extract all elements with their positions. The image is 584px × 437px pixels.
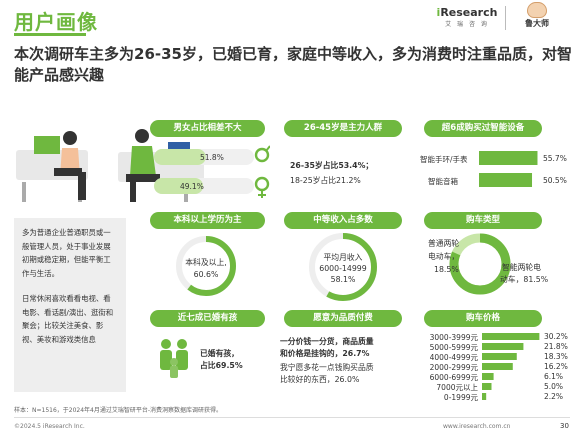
price-bar [482,353,517,360]
hybrid-pct: 18.5% [434,265,459,274]
car-type-smart-arc [449,233,511,295]
website-link[interactable]: www.iresearch.com.cn [443,423,511,430]
mascot-icon [527,2,547,18]
price-bar [482,343,524,350]
price-label: 3000-3999元 [429,333,478,342]
price-pct: 30.2% [544,332,568,341]
footer-divider [14,417,570,418]
occupation-text-box: 多为普通企业普通职员或一般管理人员，处于事业发展初期或稳定期，但能平衡工作与生活… [14,218,126,392]
brand-i: i [436,6,441,19]
price-pct: 2.2% [544,392,564,401]
price-bar [482,363,513,370]
car-type-ring [449,233,511,295]
smart-item-pct: 55.7% [543,154,567,163]
income-line2: 6000-14999 [319,264,367,273]
smart-car-label2: 动车，81.5% [500,275,549,284]
price-label: 4000-4999元 [429,353,478,362]
price-label: 0-1999元 [443,393,478,402]
age-line2: 18-25岁占比21.2% [290,176,361,185]
iresearch-logo: iResearch 艾 瑞 咨 询 [432,6,502,28]
quality-line3: 我宁愿多花一点钱购买品质 [280,363,374,372]
gender-bars [154,145,270,198]
title-underline [14,33,86,36]
leisure-paragraph: 日常休闲喜欢看看电视、看电影、看话剧/演出、逛街和聚会；比较关注美食、影视、美妆… [22,294,114,344]
car-price-heading: 购车价格 [424,310,542,327]
female-pct: 49.1% [180,182,204,191]
smart-car-label1: 智能两轮电 [502,263,541,272]
income-heading: 中等收入占多数 [284,212,402,229]
gender-heading: 男女占比相差不大 [150,120,265,137]
education-label: 本科及以上, [185,258,227,267]
car-type-heading: 购车类型 [424,212,542,229]
married-heading: 近七成已婚有孩 [150,310,265,327]
education-arc [176,236,236,296]
partner-logo-text: 鲁大师 [525,19,549,28]
smart-bar-speaker [479,173,533,187]
logo-separator [505,6,506,30]
female-symbol-icon [254,176,270,192]
sample-footnote: 样本：N=1516，于2024年4月通过艾瑞智研平台-消费洞察数据库调研获得。 [14,407,223,414]
price-label: 7000元以上 [436,383,478,392]
male-bar [154,149,206,165]
price-pct: 5.0% [544,382,564,391]
headline: 本次调研车主多为26-35岁，已婚已育，家庭中等收入，多为消费时注重品质，对智能… [14,45,572,84]
income-ring [309,233,377,301]
smart-item-label: 智能音箱 [428,177,458,186]
income-arc [309,233,377,301]
quality-line1: 一分价钱一分货，商品质量 [280,337,374,346]
male-symbol-icon [254,147,270,163]
education-heading: 本科以上学历为主 [150,212,265,229]
hybrid-label2: 电动车， [428,252,460,261]
brand-name: Research [440,6,498,19]
price-label: 2000-2999元 [429,363,478,372]
quality-line4: 比较好的东西，26.0% [280,375,360,384]
price-pct: 6.1% [544,372,564,381]
smart-bar-band [479,151,538,165]
smart-item-label: 智能手环/手表 [420,155,468,164]
brand-sub: 艾 瑞 咨 询 [445,21,489,28]
occupation-paragraph: 多为普通企业普通职员或一般管理人员，处于事业发展初期或稳定期，但能平衡工作与生活… [22,228,111,278]
age-heading: 26-45岁是主力人群 [284,120,402,137]
price-pct: 18.3% [544,352,568,361]
age-line1: 26-35岁占比53.4%； [290,161,374,170]
price-label: 5000-5999元 [429,343,478,352]
smart-item-pct: 50.5% [543,176,567,185]
male-pct: 51.8% [200,153,224,162]
price-bar [482,383,492,390]
smart-heading: 超6成购买过智能设备 [424,120,542,137]
price-bar [482,333,540,340]
hybrid-label1: 普通两轮 [428,239,460,248]
price-bars [482,333,540,400]
page-number: 30 [560,422,569,430]
price-pct: 21.8% [544,342,568,351]
education-ring [176,236,236,296]
income-line3: 58.1% [330,275,356,284]
car-price-chart: 3000-3999元 5000-5999元 4000-4999元 2000-29… [410,332,576,402]
married-line1: 已婚有孩， [200,349,239,358]
female-bar [154,178,204,194]
price-pct: 16.2% [544,362,568,371]
family-icon [160,339,188,378]
page-title: 用户画像 [14,10,98,34]
quality-line2: 和价格是挂钩的，26.7% [280,349,370,358]
price-bar [482,373,494,380]
income-line1: 平均月收入 [323,253,363,262]
price-label: 6000-6999元 [429,373,478,382]
price-bar [482,393,487,400]
married-line2: 占比69.5% [200,361,243,370]
partner-logo: 鲁大师 [512,2,562,34]
quality-heading: 愿意为品质付费 [284,310,402,327]
smart-bars [479,151,538,187]
copyright: ©2024.5 iResearch Inc. [14,423,85,430]
education-pct: 60.6% [193,270,219,279]
